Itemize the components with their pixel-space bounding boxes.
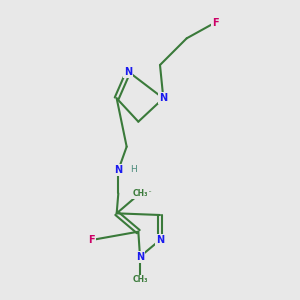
Text: H: H: [130, 166, 137, 175]
Text: N: N: [114, 165, 122, 175]
Text: N: N: [156, 235, 164, 245]
Text: F: F: [88, 235, 95, 245]
Text: N: N: [159, 93, 167, 103]
Text: F: F: [212, 18, 218, 28]
Text: N: N: [136, 252, 144, 262]
Text: —: —: [140, 188, 152, 194]
Text: CH₃: CH₃: [132, 189, 148, 198]
Text: CH₃: CH₃: [132, 275, 148, 284]
Text: N: N: [124, 67, 132, 77]
